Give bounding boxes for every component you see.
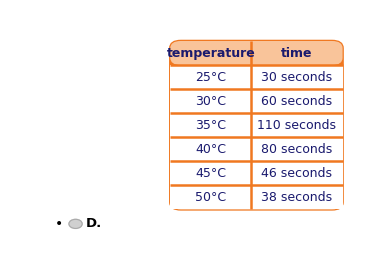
Bar — [170, 65, 343, 209]
Text: temperature: temperature — [166, 47, 255, 59]
Text: 25°C: 25°C — [195, 70, 226, 84]
Text: time: time — [281, 47, 313, 59]
Text: 46 seconds: 46 seconds — [262, 167, 333, 180]
Text: 50°C: 50°C — [195, 191, 226, 204]
Circle shape — [69, 219, 82, 228]
Text: 40°C: 40°C — [195, 143, 226, 156]
Text: •: • — [54, 217, 63, 231]
Text: 80 seconds: 80 seconds — [261, 143, 333, 156]
FancyBboxPatch shape — [170, 41, 343, 65]
FancyBboxPatch shape — [170, 65, 343, 209]
Text: 45°C: 45°C — [195, 167, 226, 180]
FancyBboxPatch shape — [170, 41, 343, 209]
Text: 35°C: 35°C — [195, 119, 226, 132]
Text: 110 seconds: 110 seconds — [257, 119, 336, 132]
Text: 60 seconds: 60 seconds — [262, 95, 333, 108]
Text: D.: D. — [86, 217, 102, 230]
Text: 38 seconds: 38 seconds — [262, 191, 333, 204]
Text: 30 seconds: 30 seconds — [262, 70, 333, 84]
Text: 30°C: 30°C — [195, 95, 226, 108]
